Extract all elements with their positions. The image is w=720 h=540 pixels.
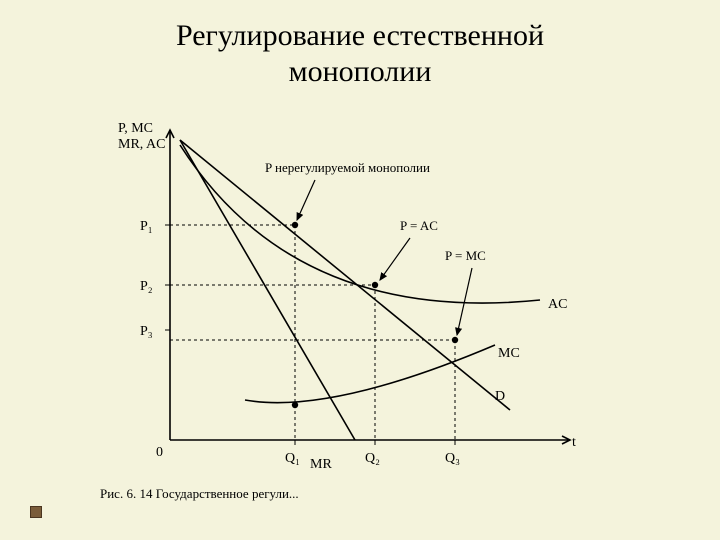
svg-text:MC: MC [498, 346, 520, 361]
svg-text:P = MC: P = MC [445, 248, 486, 263]
svg-text:Q₃: Q₃ [445, 451, 460, 466]
svg-text:0: 0 [156, 445, 163, 460]
slide-title: Регулирование естественной монополии [0, 0, 720, 90]
svg-text:P₁: P₁ [140, 219, 153, 234]
svg-text:MR, AC: MR, AC [118, 137, 165, 152]
svg-text:P₂: P₂ [140, 279, 153, 294]
svg-text:P, MC: P, MC [118, 121, 153, 136]
svg-text:D: D [495, 389, 505, 404]
svg-text:P₃: P₃ [140, 324, 153, 339]
svg-text:t: t [572, 435, 576, 450]
title-line-2: монополии [289, 55, 432, 88]
slide-bullet [30, 506, 42, 518]
svg-text:MR: MR [310, 457, 332, 472]
svg-text:Q₂: Q₂ [365, 451, 380, 466]
svg-text:P = AC: P = AC [400, 218, 438, 233]
svg-text:Q₁: Q₁ [285, 451, 300, 466]
monopoly-diagram: P, MCMR, AC 0 t D MR AC MC P₁ P₂ P₃ Q₁ Q₂ Q₃ P нерегу… [100, 110, 620, 510]
svg-text:Рис. 6. 14 Государственное рег: Рис. 6. 14 Государственное регули... [100, 486, 299, 501]
title-line-1: Регулирование естественной [176, 19, 544, 52]
svg-text:P нерегулируемой монополии: P нерегулируемой монополии [265, 160, 430, 175]
svg-text:AC: AC [548, 297, 567, 312]
